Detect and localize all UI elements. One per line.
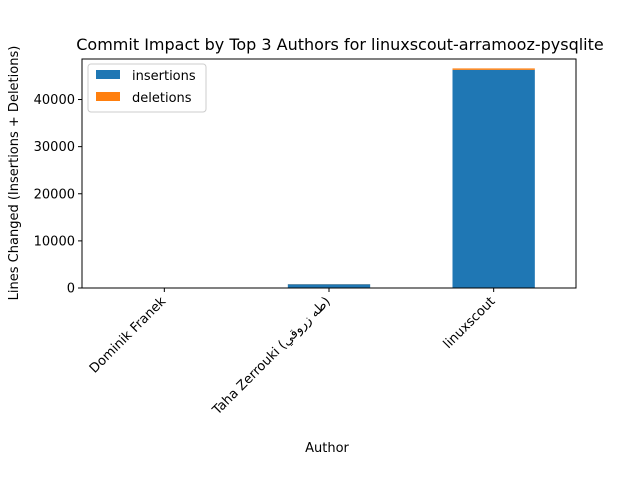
y-axis: 0 10000 20000 30000 40000 — [34, 93, 82, 297]
chart-title: Commit Impact by Top 3 Authors for linux… — [76, 35, 604, 54]
y-tick-label: 30000 — [34, 140, 75, 155]
bar-deletions-2 — [452, 68, 535, 70]
legend-label-deletions: deletions — [132, 91, 192, 106]
legend: insertions deletions — [87, 63, 207, 113]
x-tick-label: Dominik Franek — [87, 294, 170, 377]
y-axis-title: Lines Changed (Insertions + Deletions) — [7, 46, 22, 301]
y-tick-label: 0 — [67, 282, 75, 297]
y-tick-label: 10000 — [34, 234, 75, 249]
x-axis-title: Author — [305, 441, 349, 456]
legend-label-insertions: insertions — [132, 69, 196, 84]
x-tick-label: linuxscout — [441, 294, 499, 352]
y-tick-label: 40000 — [34, 93, 75, 108]
legend-swatch-insertions — [96, 70, 120, 79]
bar-insertions-1 — [287, 284, 371, 288]
x-tick-label: Taha Zerrouki (طه زروقي) — [209, 294, 334, 419]
bar-insertions-2 — [452, 69, 535, 288]
y-tick-label: 20000 — [34, 187, 75, 202]
legend-swatch-deletions — [96, 92, 120, 101]
x-axis: Dominik Franek Taha Zerrouki (طه زروقي) li… — [87, 288, 499, 419]
bars-layer — [123, 68, 535, 288]
